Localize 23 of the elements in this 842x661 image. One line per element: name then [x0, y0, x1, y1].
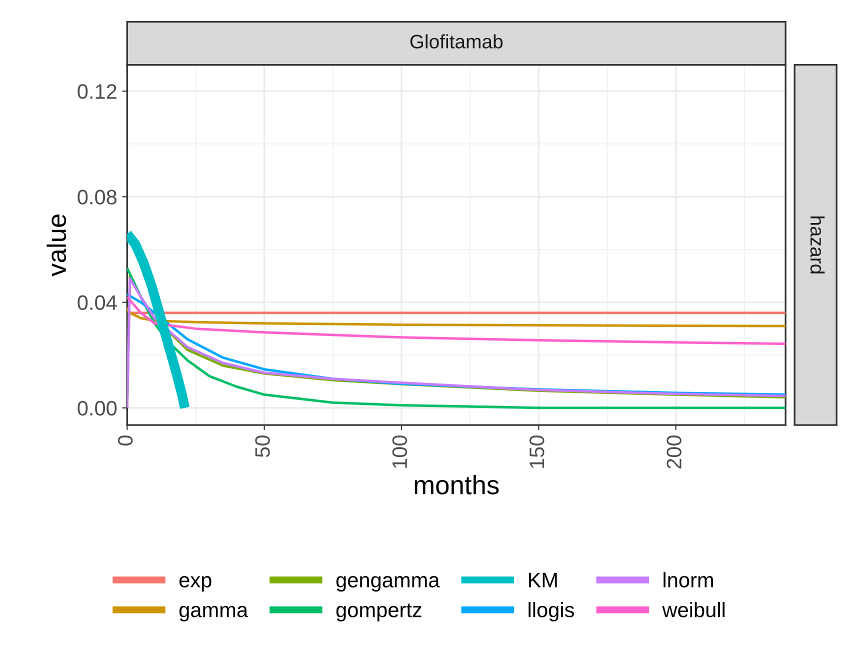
legend-label: weibull	[662, 602, 725, 618]
line-series	[127, 296, 786, 345]
legend-label: llogis	[528, 602, 574, 622]
y-tick-label: 0.04	[78, 295, 117, 310]
x-tick-label: 150	[530, 436, 544, 468]
legend-label: gengamma	[336, 576, 440, 592]
legend-label: KM	[528, 572, 557, 588]
y-axis-title: value	[46, 214, 66, 276]
x-tick-label: 0	[118, 436, 133, 446]
line-series	[127, 308, 786, 328]
y-tick-label: 0.00	[78, 400, 117, 416]
legend-label: gamma	[179, 606, 248, 622]
legend-label: lnorm	[664, 572, 713, 588]
chart-title: Glofitamab	[410, 34, 503, 48]
legend-label: gompertz	[336, 604, 422, 622]
legend-label: exp	[179, 576, 212, 592]
y-tick-label: 0.12	[78, 84, 116, 99]
text: hazard	[810, 216, 825, 274]
x-tick-label: 100	[392, 436, 408, 468]
x-tick-label: 200	[666, 436, 682, 468]
y-tick-label: 0.08	[78, 190, 117, 204]
x-axis-title: months	[414, 475, 499, 494]
x-tick-label: 50	[255, 436, 270, 458]
